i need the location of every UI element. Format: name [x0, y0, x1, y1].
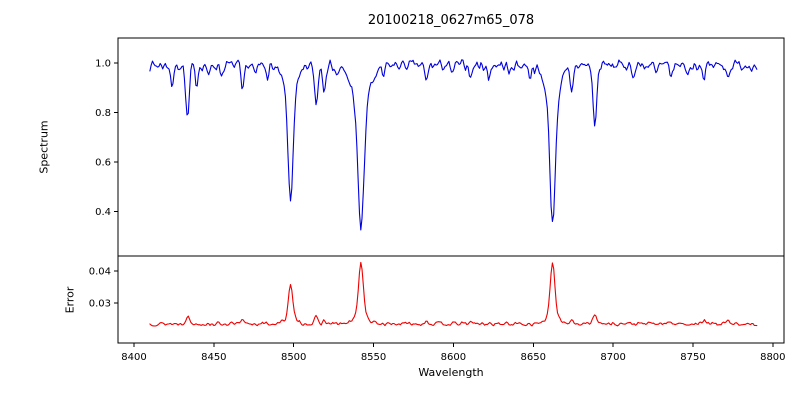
svg-text:8750: 8750: [680, 352, 705, 363]
error-axis-label: Error: [63, 286, 77, 314]
svg-text:8400: 8400: [121, 352, 146, 363]
svg-text:8500: 8500: [281, 352, 306, 363]
spectrum-axis-label: Spectrum: [37, 120, 51, 174]
svg-text:8700: 8700: [600, 352, 625, 363]
svg-text:0.4: 0.4: [95, 207, 111, 218]
svg-text:0.6: 0.6: [95, 157, 111, 168]
svg-text:1.0: 1.0: [95, 58, 111, 69]
svg-text:8550: 8550: [361, 352, 386, 363]
svg-text:8450: 8450: [201, 352, 226, 363]
svg-text:0.04: 0.04: [89, 267, 111, 278]
chart-title: 20100218_0627m65_078: [367, 13, 535, 28]
svg-text:8600: 8600: [441, 352, 466, 363]
svg-text:8650: 8650: [521, 352, 546, 363]
svg-text:8800: 8800: [760, 352, 785, 363]
svg-text:0.8: 0.8: [95, 108, 111, 119]
svg-text:0.03: 0.03: [89, 299, 111, 310]
x-axis-label: Wavelength: [418, 366, 484, 379]
